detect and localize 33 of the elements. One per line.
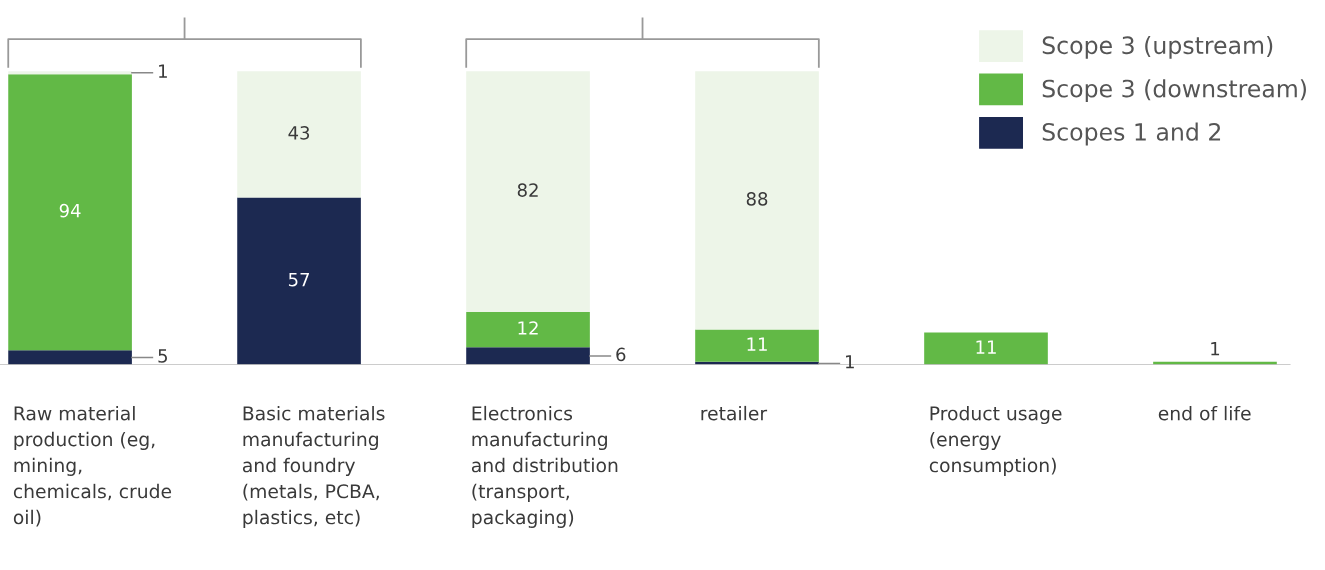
data-label: 11 <box>976 340 996 354</box>
data-label: 6 <box>616 347 626 362</box>
data-label: 82 <box>517 183 538 197</box>
legend-label: Scope 3 (downstream) <box>1042 79 1306 103</box>
bar <box>8 350 132 365</box>
x-tick-label: end of life <box>1158 405 1251 421</box>
data-label: 88 <box>746 192 768 206</box>
bar <box>8 74 132 351</box>
x-tick-label: Electronics manufacturing and distribution (transport, packaging) <box>471 405 618 528</box>
bar <box>466 71 590 312</box>
data-label: 1 <box>1211 342 1220 356</box>
bar <box>695 71 819 330</box>
x-tick-label: Raw material production (eg, mining, chemicals, crude oil) <box>13 405 172 527</box>
data-label: 94 <box>59 203 81 218</box>
bar <box>237 71 361 198</box>
bar <box>466 311 590 348</box>
data-label: 57 <box>288 272 309 287</box>
data-label: 12 <box>518 321 538 335</box>
data-label: 11 <box>747 337 767 351</box>
data-label: 1 <box>159 64 167 78</box>
bar <box>237 197 361 365</box>
x-tick-label: retailer <box>701 405 768 421</box>
bar <box>8 71 132 75</box>
legend-label: Scope 3 (upstream) <box>1042 35 1273 59</box>
data-label: 5 <box>158 349 167 363</box>
data-label: 1 <box>846 355 854 369</box>
data-label: 43 <box>288 126 310 140</box>
bar <box>695 329 819 362</box>
legend-label: Scopes 1 and 2 <box>1042 122 1221 146</box>
bar <box>924 332 1048 365</box>
x-tick-label: Basic materials manufacturing and foundry (metals, PCBA, plastics, etc) <box>242 405 385 528</box>
bar <box>466 347 590 365</box>
x-tick-label: Product usage (energy consumption) <box>929 405 1062 476</box>
